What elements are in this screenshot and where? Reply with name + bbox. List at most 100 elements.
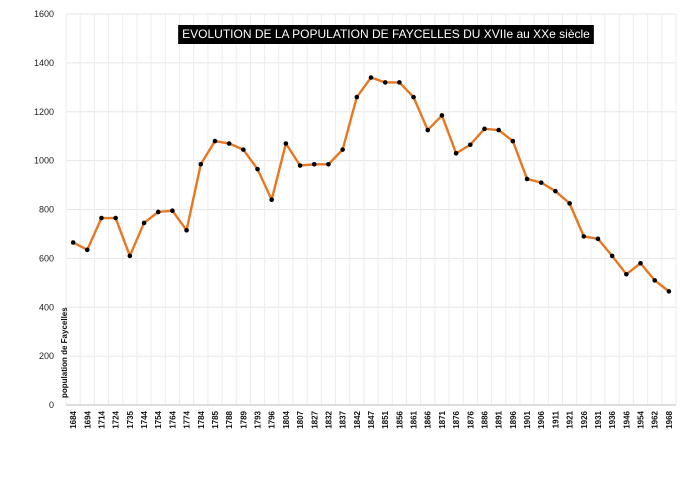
data-point — [397, 80, 402, 85]
data-point — [311, 161, 317, 167]
data-point — [113, 215, 118, 221]
data-point — [652, 278, 658, 283]
x-tick-label: 1876 — [452, 410, 461, 428]
x-tick-label: 1968 — [665, 410, 674, 428]
x-tick-label: 1754 — [154, 410, 163, 428]
data-point — [510, 138, 516, 144]
x-tick-label: 1931 — [594, 410, 603, 428]
x-tick-label: 1911 — [551, 410, 560, 428]
x-tick-label: 1866 — [424, 410, 433, 428]
data-point — [340, 147, 345, 152]
data-point — [609, 253, 615, 259]
x-tick-label: 1832 — [324, 410, 333, 428]
x-tick-label: 1962 — [651, 410, 660, 428]
x-tick-label: 1796 — [268, 410, 277, 428]
x-tick-label: 1886 — [480, 410, 489, 428]
x-tick-label: 1788 — [225, 410, 234, 428]
x-tick-label: 1764 — [168, 410, 177, 428]
data-point — [411, 94, 416, 100]
data-point — [624, 271, 629, 277]
y-tick-label: 1200 — [34, 107, 54, 117]
x-tick-label: 1861 — [410, 410, 419, 428]
data-point — [538, 180, 544, 185]
x-tick-label: 1856 — [395, 410, 404, 428]
x-tick-label: 1837 — [339, 410, 348, 428]
data-point — [255, 166, 260, 172]
x-tick-label: 1901 — [523, 410, 532, 428]
y-tick-label: 1400 — [34, 58, 54, 68]
x-tick-label: 1871 — [438, 410, 447, 428]
data-point — [638, 260, 643, 266]
data-point — [326, 161, 331, 167]
data-point — [241, 147, 246, 152]
y-tick-labels: 0 200 400 600 800 1000 1200 1400 1600 — [34, 9, 54, 410]
y-tick-label: 800 — [39, 205, 54, 215]
x-tick-label: 1804 — [282, 410, 291, 428]
data-point — [425, 127, 431, 133]
data-point — [226, 141, 232, 146]
x-tick-label: 1724 — [112, 410, 121, 428]
x-tick-label: 1926 — [580, 410, 589, 428]
y-tick-label: 400 — [39, 302, 54, 312]
data-point — [198, 161, 204, 167]
chart-title: EVOLUTION DE LA POPULATION DE FAYCELLES … — [182, 27, 590, 41]
x-tick-labels: 1684 1694 1714 1724 1735 1744 1754 1764 1774 1784… — [69, 410, 674, 428]
data-point — [184, 227, 189, 233]
data-point — [595, 236, 601, 242]
data-point — [127, 253, 133, 259]
x-tick-label: 1789 — [239, 410, 248, 428]
data-point — [482, 126, 487, 132]
data-point — [70, 240, 76, 245]
x-tick-label: 1847 — [367, 410, 376, 428]
data-point — [524, 176, 530, 182]
data-point — [553, 188, 558, 194]
x-tick-label: 1793 — [254, 410, 263, 428]
data-point — [382, 80, 388, 85]
data-point — [297, 163, 303, 168]
x-tick-label: 1906 — [537, 410, 546, 428]
x-tick-label: 1774 — [183, 410, 192, 428]
y-tick-label: 600 — [39, 253, 54, 263]
x-tick-label: 1744 — [140, 410, 149, 428]
data-point — [567, 201, 572, 206]
y-tick-label: 1600 — [34, 9, 54, 19]
x-tick-label: 1807 — [296, 410, 305, 428]
x-tick-label: 1714 — [97, 410, 106, 428]
x-tick-label: 1896 — [509, 410, 518, 428]
x-tick-label: 1784 — [197, 410, 206, 428]
data-point — [170, 208, 175, 214]
x-tick-label: 1684 — [69, 410, 78, 428]
y-tick-label: 0 — [49, 400, 54, 410]
y-axis-label: population de Faycelles — [60, 307, 69, 398]
data-points-layer — [70, 75, 672, 294]
data-point — [99, 215, 104, 221]
x-tick-label: 1851 — [381, 410, 390, 428]
data-point — [269, 197, 274, 203]
chart-title-box: EVOLUTION DE LA POPULATION DE FAYCELLES … — [178, 25, 594, 44]
x-tick-label: 1735 — [126, 410, 135, 428]
data-point — [439, 113, 445, 118]
data-point — [212, 138, 218, 144]
x-tick-label: 1694 — [83, 410, 92, 428]
x-tick-label: 1921 — [566, 410, 575, 428]
data-point — [368, 75, 374, 80]
y-tick-label: 200 — [39, 351, 54, 361]
series-line — [72, 76, 670, 293]
x-tick-label: 1785 — [211, 410, 220, 428]
x-tick-label: 1876 — [466, 410, 475, 428]
data-point — [155, 209, 161, 215]
x-tick-label: 1954 — [637, 410, 646, 428]
y-tick-label: 1000 — [34, 156, 54, 166]
series-line-layer — [72, 76, 670, 293]
x-tick-label: 1946 — [622, 410, 631, 428]
data-point — [141, 220, 147, 226]
x-tick-label: 1827 — [310, 410, 319, 428]
grid-lines — [65, 13, 677, 405]
x-tick-label: 1842 — [353, 410, 362, 428]
x-tick-label: 1936 — [608, 410, 617, 428]
data-point — [283, 141, 289, 146]
data-point — [468, 142, 473, 148]
data-point — [354, 94, 360, 100]
chart-title-background — [178, 25, 594, 44]
data-point — [666, 289, 672, 294]
